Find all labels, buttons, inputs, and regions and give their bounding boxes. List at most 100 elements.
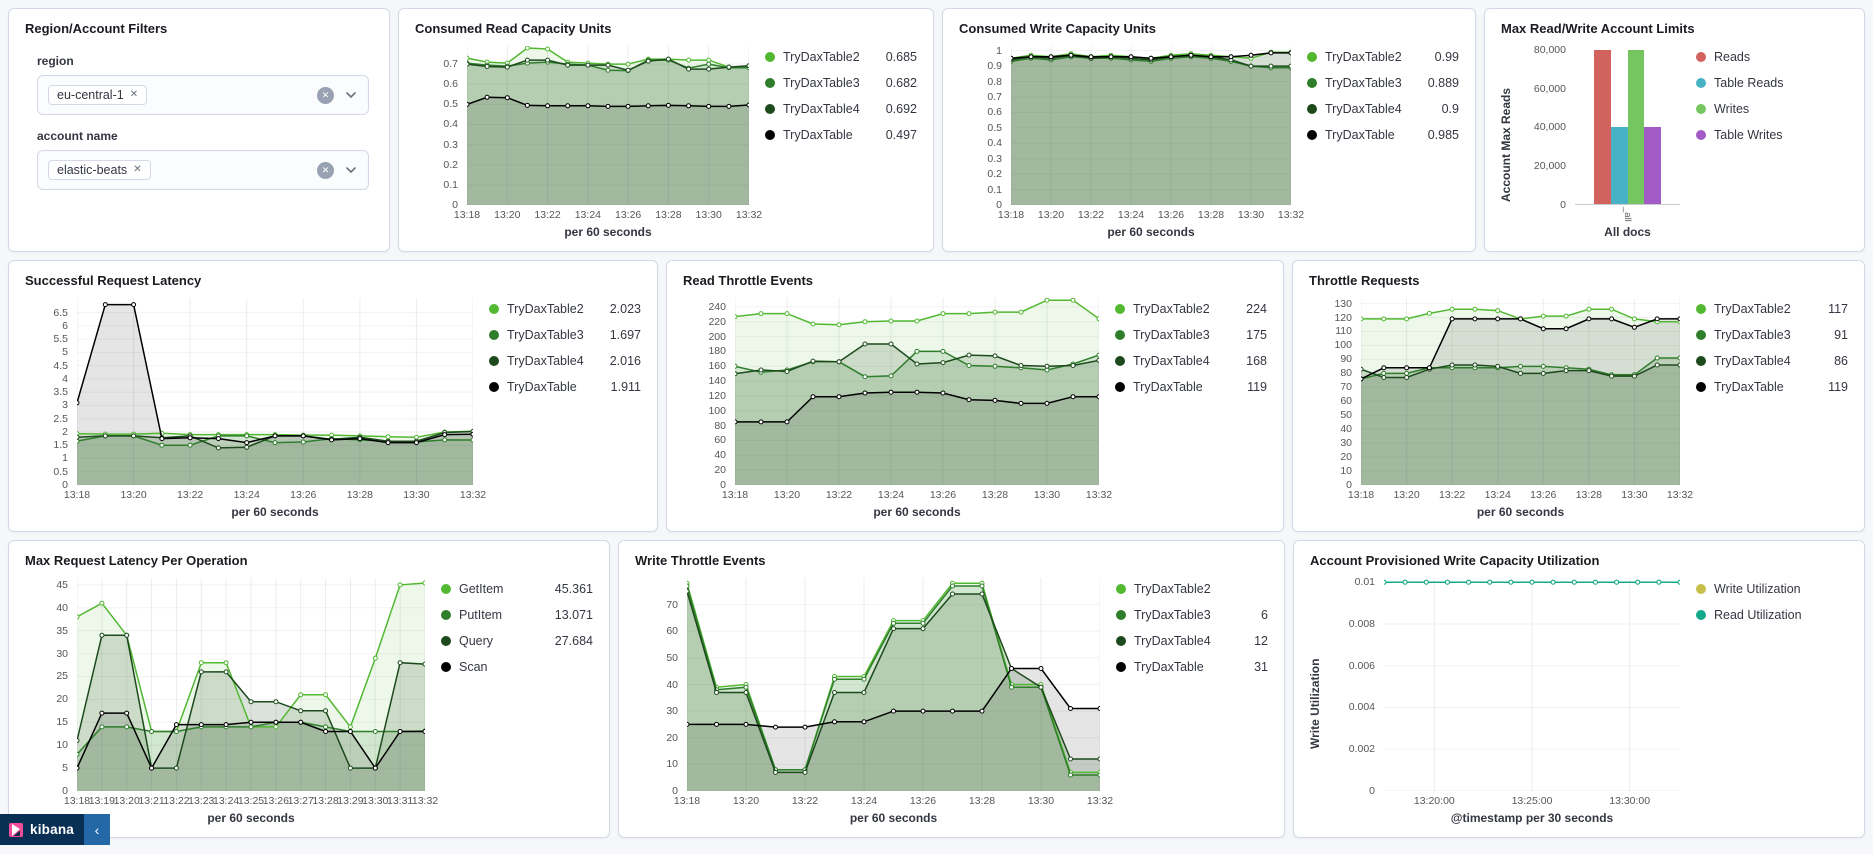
region-pill-text: eu-central-1 — [57, 87, 124, 102]
consumed-write-capacity-chart: 0 0.1 0.2 0.3 0.4 0.5 0.6 0.7 0.8 0.9 1 13:18 13:20 1… — [957, 45, 1461, 243]
panel-max-request-latency: Max Request Latency Per Operation 0 5 10 15… — [8, 540, 610, 838]
y-tick-label: 3 — [62, 399, 68, 412]
legend: Write Utilization Read Utilization — [1684, 578, 1850, 829]
legend-item[interactable]: TryDaxTable 31 — [1116, 660, 1268, 674]
legend-item[interactable]: Reads — [1696, 50, 1848, 64]
x-tick-label: 13:32 — [1086, 795, 1114, 807]
y-tick-label: 60 — [1340, 395, 1352, 408]
legend-item[interactable]: TryDaxTable3 175 — [1115, 328, 1267, 342]
account-name-combobox[interactable]: elastic-beats ✕ ✕ — [37, 150, 369, 190]
legend-item[interactable]: Writes — [1696, 102, 1848, 116]
legend-item[interactable]: TryDaxTable2 117 — [1696, 302, 1848, 316]
legend-item[interactable]: Scan — [441, 660, 593, 674]
plot-area[interactable] — [735, 298, 1099, 485]
legend-value: 86 — [1834, 354, 1848, 368]
x-axis: 13:18 13:19 13:20 13:21 13:22 13:23 13:24 13:25… — [64, 791, 438, 809]
x-tick-label: 13:28 — [968, 795, 996, 807]
legend-item[interactable]: TryDaxTable3 0.889 — [1307, 76, 1459, 90]
legend-item[interactable]: Table Reads — [1696, 76, 1848, 90]
max-request-latency-chart: 0 5 10 15 20 25 30 35 40 45 13:18 13:19 13:20 13:21 13… — [23, 578, 595, 829]
legend-item[interactable]: TryDaxTable 1.911 — [489, 380, 641, 394]
legend: TryDaxTable2 224 TryDaxTable3 175 TryDaxTabl… — [1103, 298, 1269, 523]
y-tick-label: 5 — [62, 346, 68, 359]
legend-item[interactable]: TryDaxTable2 0.685 — [765, 50, 917, 64]
legend-item[interactable]: TryDaxTable3 6 — [1116, 608, 1268, 622]
legend-item[interactable]: TryDaxTable3 0.682 — [765, 76, 917, 90]
legend-item[interactable]: TryDaxTable3 91 — [1696, 328, 1848, 342]
bar-table-writes[interactable] — [1644, 126, 1662, 204]
legend-item[interactable]: TryDaxTable 0.497 — [765, 128, 917, 142]
y-tick-label: 0.3 — [443, 138, 458, 151]
legend-label: TryDaxTable2 — [507, 302, 584, 316]
y-tick-label: 140 — [708, 375, 726, 388]
legend-item[interactable]: TryDaxTable3 1.697 — [489, 328, 641, 342]
bar-reads[interactable] — [1593, 49, 1611, 204]
chevron-down-icon[interactable] — [344, 163, 358, 177]
x-axis: 13:18 13:20 13:22 13:24 13:26 13:28 13:30 13:32 — [1348, 485, 1693, 503]
y-tick-label: 0.8 — [987, 75, 1002, 88]
legend-item[interactable]: TryDaxTable4 12 — [1116, 634, 1268, 648]
legend-item[interactable]: Query 27.684 — [441, 634, 593, 648]
legend-item[interactable]: TryDaxTable4 86 — [1696, 354, 1848, 368]
region-value-pill[interactable]: eu-central-1 ✕ — [48, 84, 148, 106]
bar-table-reads[interactable] — [1610, 126, 1628, 204]
x-tick-label: 13:21 — [138, 795, 165, 807]
legend-item[interactable]: Read Utilization — [1696, 608, 1848, 622]
x-tick-label: 13:26 — [290, 489, 317, 501]
plot-area[interactable] — [467, 46, 749, 205]
legend-item[interactable]: TryDaxTable2 0.99 — [1307, 50, 1459, 64]
legend-value: 91 — [1834, 328, 1848, 342]
y-tick-label: 0 — [452, 199, 458, 211]
account-value-pill[interactable]: elastic-beats ✕ — [48, 159, 151, 181]
x-tick-label: 13:32 — [459, 489, 487, 501]
plot-area[interactable] — [1575, 46, 1680, 205]
legend-dot — [1307, 130, 1317, 140]
legend-item[interactable]: TryDaxTable 119 — [1696, 380, 1848, 394]
x-tick-label: 13:32 — [1666, 489, 1694, 501]
y-tick-label: 120 — [708, 389, 726, 402]
legend-dot — [1116, 584, 1126, 594]
y-axis: 0 10 20 30 40 50 60 70 80 90 100 110 120 130 — [1311, 298, 1357, 491]
legend-label: Reads — [1714, 50, 1751, 64]
x-axis: 13:18 13:20 13:22 13:24 13:26 13:28 13:30 13:32 — [722, 485, 1112, 503]
clear-selection-icon[interactable]: ✕ — [317, 161, 334, 179]
max-limits-bar-chart: Account Max Reads 0 20,000 40,000 60,000 80,0… — [1499, 44, 1850, 243]
bar-writes[interactable] — [1627, 49, 1645, 204]
remove-tag-icon[interactable]: ✕ — [129, 89, 139, 100]
legend-item[interactable]: TryDaxTable4 0.692 — [765, 102, 917, 116]
legend-item[interactable]: Table Writes — [1696, 128, 1848, 142]
legend-item[interactable]: TryDaxTable4 168 — [1115, 354, 1267, 368]
legend-item[interactable]: TryDaxTable2 224 — [1115, 302, 1267, 316]
y-tick-label: 60 — [666, 625, 678, 638]
legend-item[interactable]: TryDaxTable2 2.023 — [489, 302, 641, 316]
x-tick-label: 13:28 — [1575, 489, 1602, 501]
legend-item[interactable]: PutItem 13.071 — [441, 608, 593, 622]
region-combobox[interactable]: eu-central-1 ✕ ✕ — [37, 75, 369, 115]
chevron-down-icon[interactable] — [344, 88, 358, 102]
legend-item[interactable]: TryDaxTable 0.985 — [1307, 128, 1459, 142]
legend-item[interactable]: TryDaxTable4 2.016 — [489, 354, 641, 368]
plot-area[interactable] — [687, 578, 1100, 791]
plot-area[interactable] — [1011, 46, 1291, 205]
kibana-logo[interactable]: kibana — [0, 814, 84, 845]
legend-label: TryDaxTable3 — [1714, 328, 1791, 342]
legend-dot — [489, 356, 499, 366]
plot-area[interactable] — [1384, 578, 1680, 791]
legend-item[interactable]: TryDaxTable2 — [1116, 582, 1268, 596]
plot-area[interactable] — [77, 578, 425, 791]
nav-collapse-button[interactable]: ‹ — [83, 814, 110, 845]
legend-item[interactable]: GetItem 45.361 — [441, 582, 593, 596]
y-tick-label: 100 — [1334, 339, 1352, 352]
legend-item[interactable]: TryDaxTable 119 — [1115, 380, 1267, 394]
clear-selection-icon[interactable]: ✕ — [317, 86, 334, 104]
plot-area[interactable] — [1361, 298, 1680, 485]
y-tick-label: 40 — [714, 449, 726, 462]
legend-label: TryDaxTable2 — [1325, 50, 1402, 64]
y-tick-label: 25 — [56, 670, 68, 683]
legend-dot — [1696, 52, 1706, 62]
remove-tag-icon[interactable]: ✕ — [133, 164, 142, 175]
legend-item[interactable]: Write Utilization — [1696, 582, 1848, 596]
plot-area[interactable] — [77, 298, 473, 485]
legend-label: TryDaxTable4 — [507, 354, 584, 368]
legend-item[interactable]: TryDaxTable4 0.9 — [1307, 102, 1459, 116]
